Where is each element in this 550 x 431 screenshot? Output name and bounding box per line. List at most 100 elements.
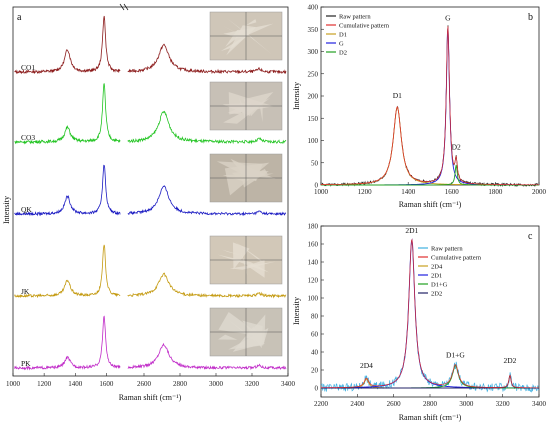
panel-c-xlabel: Raman shift (cm⁻¹) bbox=[399, 413, 462, 422]
panel-c-xtick-label: 2800 bbox=[423, 400, 438, 408]
panel-a-xtick-label: 1200 bbox=[37, 380, 52, 388]
panel-c-ytick-label: 140 bbox=[308, 259, 319, 267]
panel-b-ytick-label: 250 bbox=[308, 70, 319, 78]
panel-b-ytick-label: 50 bbox=[311, 159, 319, 167]
panel-b-legend-entry: Raw pattern bbox=[339, 13, 371, 20]
panel-c-xtick-label: 3400 bbox=[532, 400, 547, 408]
panel-a-line bbox=[127, 342, 287, 371]
panel-c-ytick-label: 100 bbox=[308, 295, 319, 303]
panel-a-xtick-label: 3200 bbox=[245, 380, 260, 388]
panel-c-fit-2d1 bbox=[321, 238, 539, 389]
panel-b-legend-entry: G bbox=[339, 40, 344, 47]
panel-c-raw-pattern-line bbox=[320, 241, 540, 393]
panel-a-xtick-label: 1400 bbox=[68, 380, 83, 388]
panel-a-line bbox=[14, 164, 121, 217]
panel-a-series-label: JK bbox=[21, 287, 30, 296]
panel-a-xtick-label: 3400 bbox=[281, 380, 296, 388]
panel-b-xtick-label: 1600 bbox=[445, 188, 460, 196]
panel-b-cumulative-line bbox=[321, 26, 539, 186]
panel-a-xtick-label: 1000 bbox=[6, 380, 21, 388]
panel-a-series-pk bbox=[14, 315, 287, 371]
panel-b-peak-label: D2 bbox=[452, 142, 461, 151]
panel-b-fit-d1 bbox=[321, 106, 539, 186]
panel-c-ytick-label: 80 bbox=[311, 313, 319, 321]
panel-a-xtick-label: 2600 bbox=[137, 380, 152, 388]
panel-a-line bbox=[14, 315, 121, 371]
panel-c-label: c bbox=[528, 231, 533, 242]
panel-b-fit-d2 bbox=[321, 164, 539, 186]
panel-c-legend-entry: 2D2 bbox=[431, 290, 442, 297]
panel-b-raw-pattern-line bbox=[320, 25, 540, 188]
panel-b-legend-entry: Cumulative pattern bbox=[339, 22, 390, 29]
panel-a-line bbox=[127, 110, 287, 145]
panel-a-series-label: CO1 bbox=[21, 63, 35, 72]
panel-a-series-label: PK bbox=[21, 359, 31, 368]
panel-b-ytick-label: 0 bbox=[315, 182, 319, 190]
panel-a-sample-photo-texture bbox=[240, 251, 248, 276]
panel-a-sample-photo-texture bbox=[229, 261, 276, 270]
panel-b-peak-label: D1 bbox=[393, 91, 402, 100]
panel-c-ytick-label: 160 bbox=[308, 241, 319, 249]
panel-a-xlabel: Raman shift (cm⁻¹) bbox=[119, 393, 182, 402]
panel-a-xtick-label: 2800 bbox=[173, 380, 188, 388]
panel-a-axis-break bbox=[119, 3, 125, 11]
panel-a-sample-photo-texture bbox=[245, 19, 257, 26]
panel-c-cumulative-line bbox=[321, 238, 539, 389]
panel-b-legend-entry: D1 bbox=[339, 31, 347, 38]
panel-c-ytick-label: 20 bbox=[311, 367, 319, 375]
panel-a-series-co1 bbox=[14, 15, 287, 75]
panel-b-peak-label: G bbox=[445, 13, 451, 22]
panel-b-ytick-label: 300 bbox=[308, 48, 319, 56]
panel-b-ytick-label: 400 bbox=[308, 4, 319, 12]
panel-a-line bbox=[14, 244, 121, 299]
panel-a-sample-photo-texture bbox=[226, 25, 257, 56]
panel-b-xtick-label: 1800 bbox=[488, 188, 503, 196]
panel-c-xtick-label: 3000 bbox=[459, 400, 474, 408]
panel-a-line bbox=[127, 272, 287, 299]
panel-a-xtick-label: 3000 bbox=[209, 380, 224, 388]
panel-c-legend-entry: D1+G bbox=[431, 281, 448, 288]
panel-c-legend-entry: 2D1 bbox=[431, 272, 442, 279]
panel-c-ytick-label: 0 bbox=[315, 385, 319, 393]
panel-c-ytick-label: 40 bbox=[311, 349, 319, 357]
panel-b-frame bbox=[320, 6, 540, 186]
panel-a-sample-photo-texture bbox=[259, 104, 263, 123]
panel-c-ytick-label: 180 bbox=[308, 223, 319, 231]
panel-c-ytick-label: 60 bbox=[311, 331, 319, 339]
panel-a-line bbox=[14, 83, 121, 145]
panel-b-xtick-label: 1200 bbox=[358, 188, 373, 196]
panel-a-sample-photo-texture bbox=[218, 312, 262, 337]
panel-c-xtick-label: 2400 bbox=[350, 400, 365, 408]
panel-a-series-co3 bbox=[14, 83, 287, 145]
panel-c-peak-label: 2D2 bbox=[503, 356, 516, 365]
panel-c-xtick-label: 2200 bbox=[314, 400, 329, 408]
panel-a-sample-photo-texture bbox=[243, 91, 274, 117]
panel-c-frame bbox=[320, 225, 540, 398]
panel-a-line bbox=[127, 43, 287, 75]
panel-c-peak-label: D1+G bbox=[446, 350, 465, 359]
panel-c-xtick-label: 3200 bbox=[496, 400, 511, 408]
panel-b-xlabel: Raman shift (cm⁻¹) bbox=[399, 200, 462, 209]
panel-a-sample-photo-texture bbox=[216, 161, 263, 182]
panel-a-label: a bbox=[17, 12, 22, 23]
panel-b-ytick-label: 350 bbox=[308, 26, 319, 34]
panel-c-legend-entry: Raw pattern bbox=[431, 245, 463, 252]
panel-b-fit-g bbox=[321, 27, 539, 186]
panel-a-series-qk bbox=[14, 164, 286, 217]
panel-c-ylabel: Intensity bbox=[292, 297, 301, 325]
panel-a-sample-photo-texture bbox=[234, 241, 262, 262]
panel-a-xtick-label: 1600 bbox=[99, 380, 114, 388]
panel-c-legend-entry: Cumulative pattern bbox=[431, 254, 482, 261]
panel-a-sample-photo-texture bbox=[225, 29, 249, 47]
panel-b-label: b bbox=[528, 12, 533, 23]
panel-a-sample-photo-texture bbox=[226, 18, 273, 55]
panel-a-sample-photo-texture bbox=[228, 327, 269, 350]
panel-a-series-label: CO3 bbox=[21, 133, 35, 142]
panel-a-line bbox=[127, 185, 286, 217]
panel-a-ylabel: Intensity bbox=[2, 196, 11, 224]
panel-a-line bbox=[14, 15, 121, 75]
panel-a-series-label: QK bbox=[21, 205, 32, 214]
panel-b-ytick-label: 200 bbox=[308, 93, 319, 101]
panel-c-peak-label: 2D1 bbox=[405, 226, 418, 235]
